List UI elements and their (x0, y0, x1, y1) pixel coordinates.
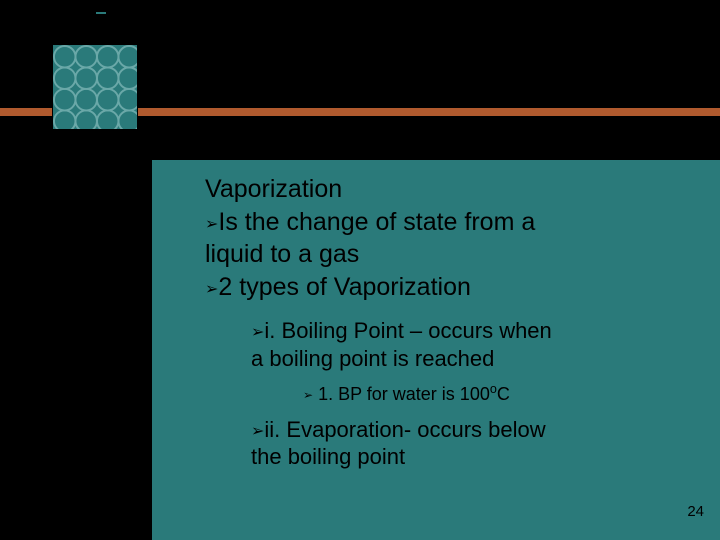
point-1-line-a: ➢Is the change of state from a (205, 207, 685, 238)
small-tick-mark (96, 12, 106, 14)
subpoint-i-1-line: ➢ 1. BP for water is 100oC (303, 384, 663, 406)
subpoint-i-line-a: ➢i. Boiling Point – occurs when (251, 317, 671, 345)
subpoint-i-1: ➢ 1. BP for water is 100oC (303, 384, 663, 406)
point-1-line-b: liquid to a gas (205, 239, 685, 270)
subpoint-i-1-prefix: 1. BP for water is 100 (318, 384, 490, 404)
left-black-column (0, 160, 152, 540)
page-number: 24 (687, 503, 704, 520)
decorative-circles-box (52, 44, 138, 130)
slide-content: Vaporization ➢Is the change of state fro… (205, 174, 685, 471)
point-2-line: ➢2 types of Vaporization (205, 272, 685, 303)
subpoint-ii: ➢ii. Evaporation- occurs below the boili… (251, 416, 671, 471)
point-1-text-a: Is the change of state from a (218, 208, 535, 236)
chevron-right-icon: ➢ (205, 216, 218, 233)
heading-text: Vaporization (205, 174, 685, 205)
subpoint-ii-text-a: ii. Evaporation- occurs below (264, 417, 545, 442)
point-2-text: 2 types of Vaporization (218, 273, 470, 301)
chevron-right-icon: ➢ (205, 281, 218, 298)
subpoint-i-1-suffix: C (497, 384, 510, 404)
subpoint-i-text-a: i. Boiling Point – occurs when (264, 318, 551, 343)
chevron-right-icon: ➢ (251, 423, 264, 440)
subpoint-ii-line-b: the boiling point (251, 443, 671, 471)
degree-superscript: o (490, 382, 497, 396)
subpoint-i-line-b: a boiling point is reached (251, 345, 671, 373)
subpoint-ii-line-a: ➢ii. Evaporation- occurs below (251, 416, 671, 444)
circles-icon (53, 45, 137, 129)
chevron-right-icon: ➢ (251, 324, 264, 341)
chevron-right-icon: ➢ (303, 388, 313, 402)
subpoint-i: ➢i. Boiling Point – occurs when a boilin… (251, 317, 671, 372)
